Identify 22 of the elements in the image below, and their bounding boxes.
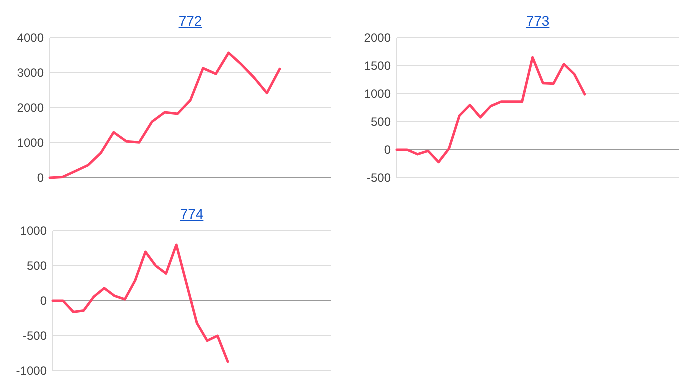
y-tick-label: 500 [26, 259, 48, 274]
y-tick-label: 2000 [364, 31, 392, 46]
chart-title: 774 [180, 206, 204, 222]
y-tick-label: -500 [22, 329, 48, 344]
y-tick-label: 0 [40, 294, 48, 308]
y-tick-label: -1000 [16, 364, 48, 378]
chart-title: 773 [526, 13, 550, 29]
y-tick-label: 2000 [17, 101, 44, 116]
y-tick-label: 0 [37, 171, 44, 186]
chart-title: 772 [178, 13, 202, 29]
line-series [48, 52, 282, 180]
y-tick-label: 1000 [20, 224, 48, 238]
y-tick-label: 1000 [17, 136, 44, 150]
y-tick-label: 4000 [17, 31, 44, 46]
line-series [52, 244, 230, 364]
line-series [396, 56, 586, 164]
y-tick-label: 1000 [364, 87, 392, 102]
y-tick-label: 3000 [17, 66, 44, 80]
y-tick-label: 500 [370, 115, 392, 130]
y-tick-label: 0 [384, 143, 392, 158]
y-tick-label: -500 [366, 171, 392, 186]
y-tick-label: 1500 [364, 59, 392, 74]
